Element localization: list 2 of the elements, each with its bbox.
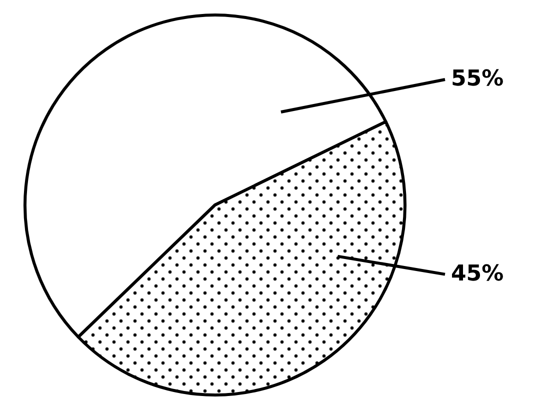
data-label: 45%	[451, 261, 504, 286]
data-label: 55%	[451, 66, 504, 92]
